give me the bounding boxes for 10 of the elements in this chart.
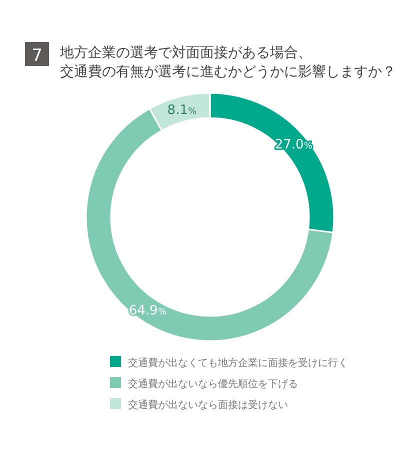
data-label: 64.9% [128, 303, 167, 318]
chart-title: 地方企業の選考で対面面接がある場合、 [59, 45, 312, 61]
legend-label: 交通費が出ないなら優先順位を下げる [128, 378, 298, 390]
annotation: 7 [25, 42, 49, 66]
data-label: 8.1% [167, 103, 197, 118]
legend-item: 交通費が出ないなら面接は受けない [110, 398, 288, 411]
legend-label: 交通費が出ないなら面接は受けない [128, 399, 288, 411]
legend-item: 交通費が出ないなら優先順位を下げる [110, 377, 298, 390]
legend-item: 交通費が出なくても地方企業に面接を受けに行く [110, 356, 348, 369]
chart-subtitle: 交通費の有無が選考に進むかどうかに影響しますか？ [60, 64, 396, 80]
